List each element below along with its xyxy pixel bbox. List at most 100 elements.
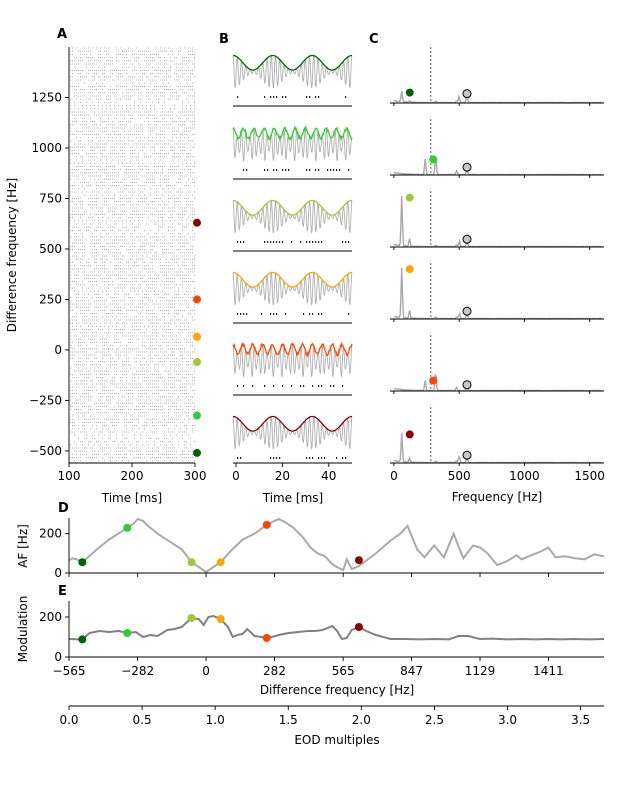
series-marker bbox=[262, 634, 271, 642]
panel-b-carrier bbox=[232, 54, 353, 89]
panel-b-envelope bbox=[233, 271, 352, 288]
panel-c-peak-marker bbox=[429, 376, 438, 385]
panel-label-d: D bbox=[58, 501, 69, 516]
panel-c-spectrum-line bbox=[393, 196, 603, 248]
eod-multiples-axis: 0.0 0.5 1.0 1.5 2.0 2.5 3.0 3.5 EOD multiples bbox=[59, 705, 604, 747]
panel-c-spectrum-2 bbox=[390, 119, 604, 178]
eod-axis-xlabel: EOD multiples bbox=[294, 733, 379, 747]
eod-xtick-label: 0.0 bbox=[59, 713, 78, 727]
panel-a-xlabel: Time [ms] bbox=[101, 491, 163, 505]
panel-c-spectrum-line bbox=[393, 432, 603, 464]
panel-b-xtick-label: 20 bbox=[275, 469, 290, 483]
panel-a-spike-raster bbox=[70, 47, 196, 462]
panel-b-xtick-label: 40 bbox=[321, 469, 336, 483]
panel-label-e: E bbox=[58, 584, 67, 599]
eod-xtick-label: 1.0 bbox=[206, 713, 225, 727]
panel-a-ylabel: Difference frequency [Hz] bbox=[5, 178, 19, 332]
panel-b-x-ticks: 0 20 40 bbox=[232, 463, 336, 483]
panel-e-xtick-label: −282 bbox=[121, 664, 154, 678]
panel-b-carrier bbox=[232, 271, 353, 306]
series-marker bbox=[78, 558, 87, 567]
panel-c-eod-marker bbox=[462, 380, 472, 390]
panel-a-x-ticks: 100 200 300 bbox=[58, 463, 207, 483]
panel-d-ylabel: AF [Hz] bbox=[16, 524, 30, 568]
panel-b-envelope bbox=[233, 415, 352, 432]
panel-b-envelope bbox=[233, 54, 352, 71]
panel-a-xtick-label: 300 bbox=[184, 469, 207, 483]
panel-a-ytick-label: −250 bbox=[29, 393, 62, 407]
panel-b-carrier bbox=[232, 415, 353, 450]
panel-a-color-markers bbox=[193, 218, 201, 457]
panel-b-traces: 0 20 40 Time [ms] bbox=[232, 54, 353, 505]
panel-c-peak-marker bbox=[405, 430, 414, 439]
panel-b-trace-1 bbox=[232, 54, 353, 107]
series-marker bbox=[216, 615, 225, 623]
series-marker bbox=[354, 556, 363, 565]
panel-e-xtick-label: 1129 bbox=[465, 664, 496, 678]
eod-axis-ticks: 0.0 0.5 1.0 1.5 2.0 2.5 3.0 3.5 bbox=[59, 706, 590, 727]
panel-b-trace-6 bbox=[232, 415, 353, 459]
panel-a-raster: −500 −250 0 250 500 750 1000 1250 100 200 300 Tim… bbox=[5, 47, 206, 505]
panel-e-ylabel: Modulation bbox=[16, 596, 30, 663]
eod-xtick-label: 1.5 bbox=[279, 713, 298, 727]
panel-c-eod-marker bbox=[462, 306, 472, 316]
panel-e-x-ticks: −565 −282 0 282 565 847 1129 1411 bbox=[53, 657, 564, 678]
panel-c-spectrum-5 bbox=[390, 335, 604, 394]
panel-a-ytick-label: 1250 bbox=[31, 90, 62, 104]
panel-c-xtick-label: 0 bbox=[390, 469, 398, 483]
panel-c-eod-marker bbox=[462, 234, 472, 244]
panel-c-peak-marker bbox=[429, 155, 438, 164]
panel-e-y-ticks: 0 200 bbox=[39, 610, 69, 664]
series-marker bbox=[78, 635, 87, 644]
panel-e-xtick-label: 282 bbox=[263, 664, 286, 678]
panel-a-ytick-label: 1000 bbox=[31, 141, 62, 155]
series-marker bbox=[123, 629, 132, 637]
panel-d-af-line bbox=[68, 517, 605, 574]
panel-c-peak-marker bbox=[405, 265, 414, 274]
panel-e-xtick-label: 0 bbox=[202, 664, 210, 678]
raster-spikes bbox=[70, 47, 196, 462]
eod-xtick-label: 0.5 bbox=[133, 713, 152, 727]
panel-b-trace-3 bbox=[232, 199, 353, 252]
panel-c-xlabel: Frequency [Hz] bbox=[452, 490, 543, 504]
panel-b-carrier bbox=[232, 199, 353, 234]
panel-e-modulation-line bbox=[68, 614, 605, 641]
eod-xtick-label: 3.0 bbox=[498, 713, 517, 727]
panel-b-trace-5 bbox=[232, 341, 353, 396]
panel-a-marker bbox=[193, 218, 201, 227]
panel-label-b: B bbox=[219, 32, 229, 47]
panel-b-envelope bbox=[232, 124, 353, 142]
panel-c-peak-marker bbox=[405, 193, 414, 202]
panel-c-spectrum-line bbox=[393, 90, 603, 104]
panel-a-xtick-label: 200 bbox=[121, 469, 144, 483]
panel-a-ytick-label: 0 bbox=[54, 343, 62, 357]
panel-c-spectrum-line bbox=[393, 373, 603, 392]
series-marker bbox=[262, 520, 271, 529]
eod-xtick-label: 3.5 bbox=[571, 713, 590, 727]
ytick-label: 0 bbox=[54, 566, 62, 580]
eod-xtick-label: 2.5 bbox=[425, 713, 444, 727]
panel-a-marker bbox=[193, 411, 201, 420]
series-marker bbox=[354, 623, 363, 631]
panel-c-xtick-label: 500 bbox=[448, 469, 471, 483]
ytick-label: 200 bbox=[39, 527, 62, 541]
ytick-label: 0 bbox=[54, 650, 62, 664]
panel-a-marker bbox=[193, 295, 201, 304]
panel-b-trace-4 bbox=[232, 271, 353, 324]
panel-c-spectrum-line bbox=[393, 158, 603, 176]
panel-a-marker bbox=[193, 448, 201, 457]
panel-e-modulation: 0 200 −565 −282 0 282 565 847 1129 1411 Differen… bbox=[16, 596, 605, 697]
panel-e-xtick-label: 847 bbox=[400, 664, 423, 678]
panel-c-xtick-label: 1000 bbox=[509, 469, 540, 483]
panel-b-xtick-label: 0 bbox=[232, 469, 240, 483]
panel-b-envelope bbox=[233, 199, 352, 216]
panel-e-xtick-label: −565 bbox=[53, 664, 86, 678]
panel-c-eod-marker bbox=[462, 89, 472, 99]
panel-e-xtick-label: 1411 bbox=[533, 664, 564, 678]
panel-d-y-ticks: 0 200 bbox=[39, 527, 69, 580]
panel-a-marker bbox=[193, 358, 201, 367]
panel-c-spectrum-4 bbox=[390, 263, 604, 322]
panel-a-ytick-label: −500 bbox=[29, 444, 62, 458]
panel-e-xtick-label: 565 bbox=[332, 664, 355, 678]
